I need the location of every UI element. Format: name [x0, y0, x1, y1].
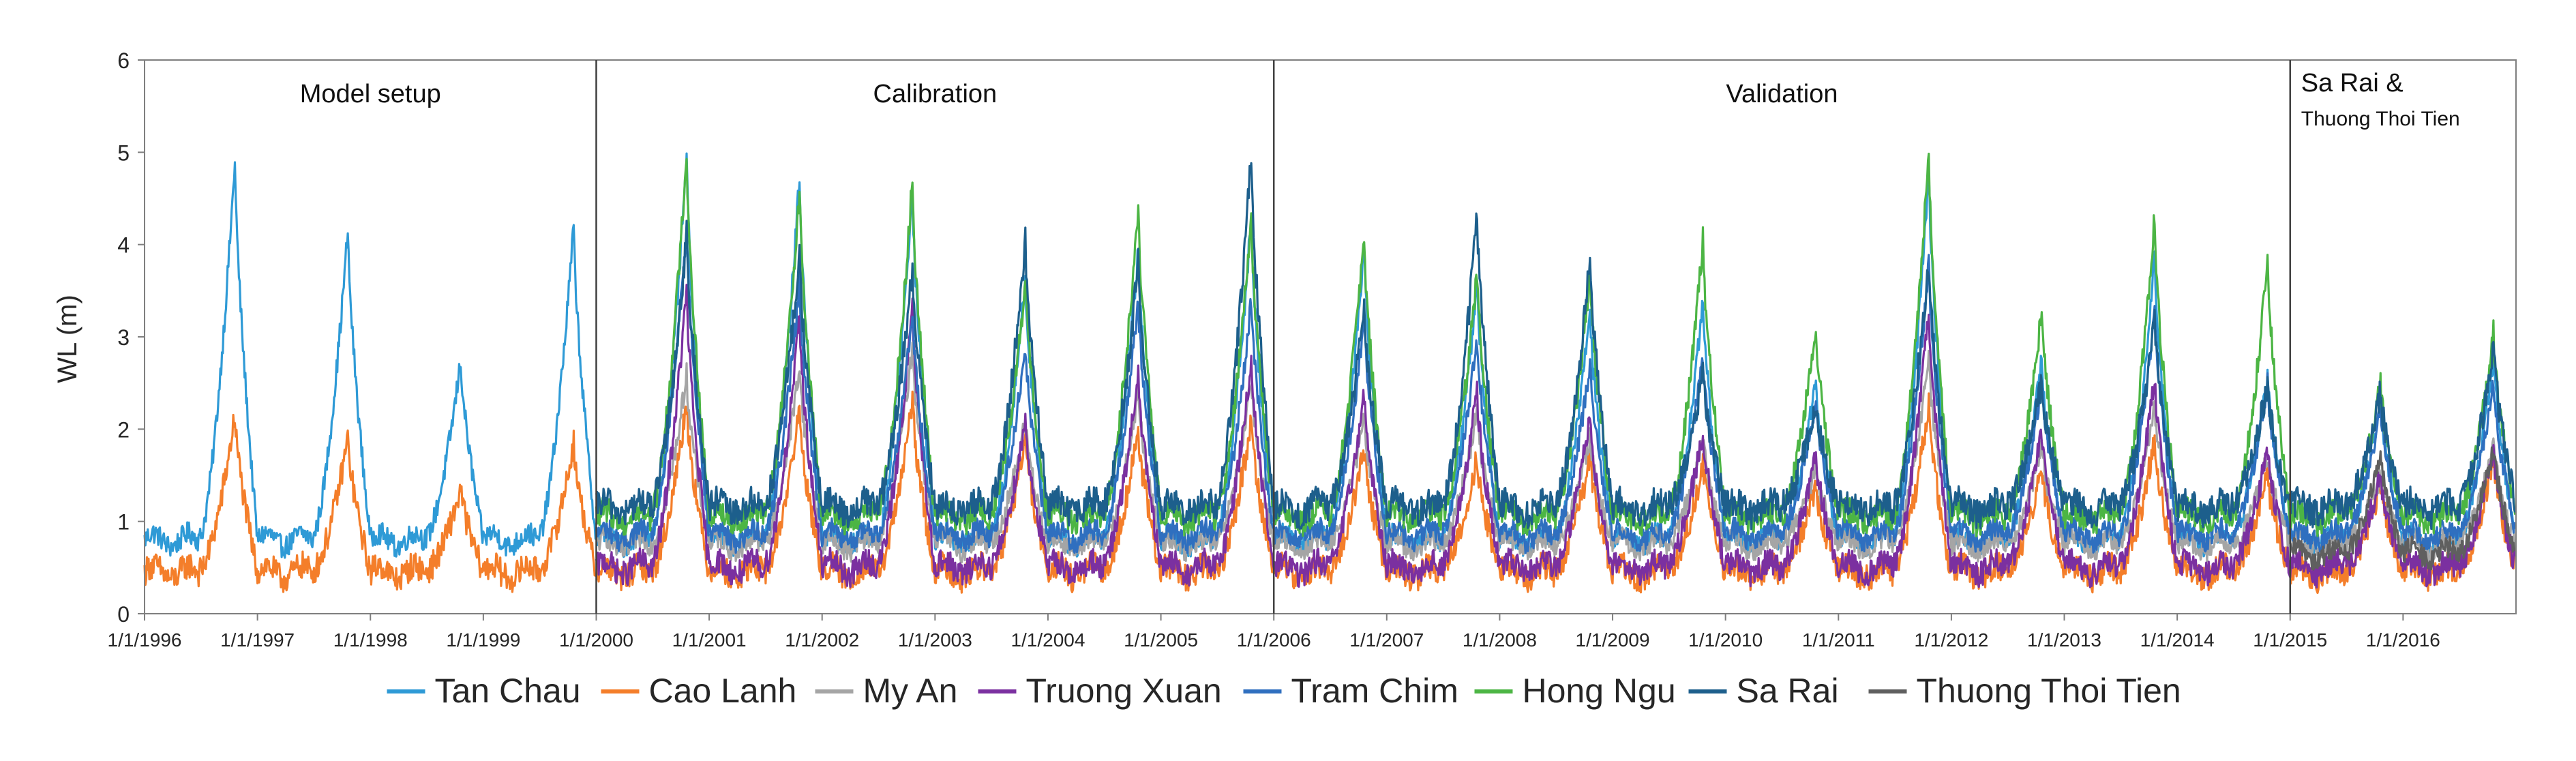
legend-label: Cao Lanh [649, 672, 797, 710]
series-line-tram-chim [595, 225, 2517, 554]
x-tick-label: 1/1/2002 [785, 629, 859, 651]
legend-label: Truong Xuan [1026, 672, 1222, 710]
series-line-sa-rai [595, 162, 2517, 531]
series-layer [143, 152, 2517, 594]
y-tick-label: 5 [117, 140, 130, 165]
y-axis-label: WL (m) [53, 295, 83, 383]
x-tick-label: 1/1/2010 [1688, 629, 1763, 651]
axis-layer: 0 1 2 3 4 5 6 1/1/1996 1/1/1997 1/1/1998 1/1/1999 1… [108, 48, 2517, 651]
period-sublabel: Thuong Thoi Tien [2301, 108, 2460, 130]
x-tick-label: 1/1/1998 [333, 629, 408, 651]
series-line-cao-lanh [143, 390, 2517, 594]
legend: Tan Chau Cao Lanh My An Truong Xuan Tram Chi… [387, 672, 2181, 710]
legend-label: Tram Chim [1291, 672, 1458, 710]
period-layer: Model setup Calibration Validation Sa Rai &… [300, 60, 2460, 614]
x-tick-label: 1/1/2005 [1124, 629, 1198, 651]
y-tick-label: 1 [117, 510, 130, 535]
series-line-my-an [595, 341, 2517, 564]
legend-label: My An [863, 672, 958, 710]
y-tick-label: 4 [117, 233, 130, 258]
x-tick-label: 1/1/1996 [108, 629, 182, 651]
x-tick-label: 1/1/2013 [2027, 629, 2101, 651]
period-label: Model setup [300, 80, 441, 108]
x-tick-label: 1/1/2016 [2366, 629, 2440, 651]
period-label: Sa Rai & [2301, 69, 2403, 98]
x-tick-label: 1/1/2001 [672, 629, 747, 651]
x-tick-label: 1/1/2000 [559, 629, 633, 651]
legend-label: Thuong Thoi Tien [1917, 672, 2181, 710]
y-tick-label: 6 [117, 48, 130, 73]
x-tick-label: 1/1/1999 [446, 629, 520, 651]
y-tick-label: 3 [117, 325, 130, 350]
x-tick-label: 1/1/2015 [2253, 629, 2327, 651]
legend-label: Tan Chau [435, 672, 581, 710]
legend-label: Hong Ngu [1523, 672, 1676, 710]
x-tick-label: 1/1/2003 [898, 629, 972, 651]
period-label: Validation [1726, 80, 1838, 108]
x-tick-label: 1/1/2004 [1010, 629, 1085, 651]
y-tick-label: 2 [117, 417, 130, 442]
x-tick-label: 1/1/2007 [1349, 629, 1424, 651]
x-tick-label: 1/1/2008 [1463, 629, 1537, 651]
legend-label: Sa Rai [1737, 672, 1839, 710]
x-tick-label: 1/1/1997 [220, 629, 295, 651]
series-line-thuong-thoi-tien [2289, 446, 2516, 571]
x-tick-label: 1/1/2012 [1914, 629, 1988, 651]
series-line-hong-ngu [595, 152, 2517, 538]
y-tick-label: 0 [117, 602, 130, 627]
x-tick-label: 1/1/2009 [1576, 629, 1650, 651]
period-label: Calibration [873, 80, 998, 108]
x-tick-label: 1/1/2006 [1237, 629, 1311, 651]
x-tick-label: 1/1/2011 [1802, 629, 1875, 651]
x-tick-label: 1/1/2014 [2140, 629, 2215, 651]
